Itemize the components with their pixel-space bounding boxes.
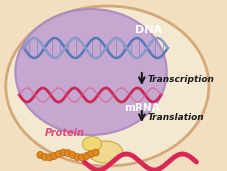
Circle shape	[83, 153, 89, 160]
Text: Protein: Protein	[45, 128, 85, 138]
Circle shape	[60, 149, 67, 156]
Ellipse shape	[82, 136, 101, 152]
Circle shape	[46, 154, 53, 161]
Circle shape	[41, 153, 48, 160]
Circle shape	[64, 150, 71, 157]
Circle shape	[74, 154, 80, 161]
Circle shape	[51, 153, 57, 160]
Circle shape	[37, 152, 43, 159]
Circle shape	[69, 152, 76, 159]
Circle shape	[92, 149, 99, 156]
Ellipse shape	[88, 141, 122, 163]
Text: Transcription: Transcription	[147, 75, 214, 83]
Ellipse shape	[6, 6, 208, 166]
Text: mRNA: mRNA	[123, 103, 159, 113]
Circle shape	[87, 150, 94, 157]
Text: DNA: DNA	[134, 25, 161, 35]
Circle shape	[55, 150, 62, 157]
Ellipse shape	[15, 9, 166, 135]
Circle shape	[78, 154, 85, 161]
Text: Translation: Translation	[147, 113, 203, 122]
